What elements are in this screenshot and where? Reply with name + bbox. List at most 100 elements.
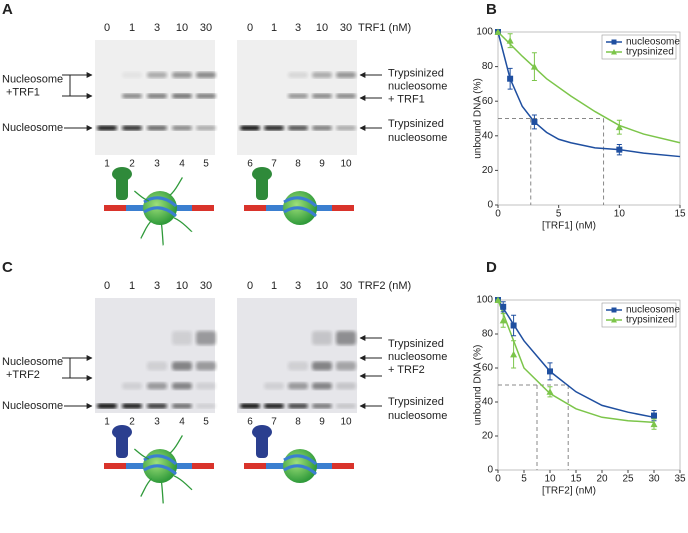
point [510,322,517,329]
legend-marker [611,307,617,313]
lane-number: 7 [271,417,277,428]
point [510,350,518,358]
y-tick-label: 40 [482,130,494,141]
legend-marker [611,49,617,55]
concentration-label: 30 [340,22,352,34]
gel-band [336,93,356,99]
concentration-label: 0 [247,280,253,292]
gel-band [172,125,192,131]
dna [332,463,354,469]
left-label: Nucleosome [2,356,63,368]
dna [310,205,332,211]
lane-number: 5 [203,417,209,428]
legend-label: nucleosome [626,305,680,316]
gel-band [172,403,192,409]
gel-band [336,72,356,78]
dna [170,205,192,211]
right-label: Trypsinized [388,67,444,79]
dna [332,205,354,211]
gel-band [147,125,167,131]
y-tick-label: 80 [482,61,494,72]
gel-band [122,403,142,409]
protein [112,167,132,181]
dna [310,463,332,469]
histone-tail [173,475,193,491]
point [507,75,514,82]
gel-band [122,125,142,131]
x-axis-label: [TRF1] (nM) [542,221,596,232]
dna [126,463,148,469]
dna [192,463,214,469]
point [547,368,553,375]
y-tick-label: 0 [487,200,493,211]
right-label: Trypsinized [388,338,444,350]
left-label: +TRF2 [6,369,40,381]
legend-label: trypsinized [626,47,674,58]
dna [126,205,148,211]
gel-band [196,382,216,390]
gel-band [336,361,356,371]
legend-label: trypsinized [626,315,674,326]
gel-band [172,93,192,99]
lane-number: 10 [340,159,352,170]
gel-band [288,125,308,131]
x-axis-label: [TRF2] (nM) [542,486,596,497]
histone-tail [169,177,183,196]
x-tick-label: 0 [495,209,501,220]
lane-number: 9 [319,159,325,170]
lane-number: 4 [179,159,185,170]
protein [252,425,272,439]
right-label: Trypsinized [388,118,444,130]
lane-number: 6 [247,159,253,170]
point [616,146,623,153]
gel-band [264,382,284,390]
histone-tail [160,481,164,504]
y-tick-label: 40 [482,397,494,408]
gel-band [147,382,167,390]
panel-label: C [2,259,13,276]
histone-tail [133,190,150,202]
y-tick-label: 20 [482,165,494,176]
gel-band [97,125,117,131]
x-tick-label: 20 [596,474,608,485]
y-tick-label: 60 [482,96,494,107]
concentration-label: 10 [316,22,328,34]
gel-band [196,125,216,131]
gel-band [172,72,192,78]
legend-box [601,302,677,328]
dna [244,463,266,469]
gel-band [147,93,167,99]
x-tick-label: 35 [674,474,686,485]
fit-curve [497,299,655,419]
fit-curve [497,299,655,424]
gel-band [147,403,167,409]
concentration-label: 10 [316,280,328,292]
gel-band [312,382,332,390]
gel-band [288,361,308,371]
right-label: Trypsinized [388,396,444,408]
gel-band [336,403,356,409]
gel [237,298,357,413]
right-label: nucleosome [388,132,447,144]
y-axis-label: unbound DNA (%) [473,345,484,426]
y-tick-label: 60 [482,363,494,374]
lane-number: 8 [295,417,301,428]
y-tick-label: 80 [482,329,494,340]
point [651,412,657,419]
lane-number: 4 [179,417,185,428]
point [650,420,658,428]
gel-band [288,382,308,390]
left-label: +TRF1 [6,86,40,98]
point [546,388,554,395]
left-label: Nucleosome [2,122,63,134]
dna [266,463,288,469]
gel-band [97,403,117,409]
protein [112,425,132,439]
lane-number: 7 [271,159,277,170]
y-tick-label: 0 [487,465,493,476]
x-tick-label: 5 [556,209,562,220]
concentration-unit: TRF2 (nM) [358,280,411,292]
dna-wrap [283,196,317,218]
right-label: nucleosome [388,351,447,363]
concentration-label: 10 [176,22,188,34]
